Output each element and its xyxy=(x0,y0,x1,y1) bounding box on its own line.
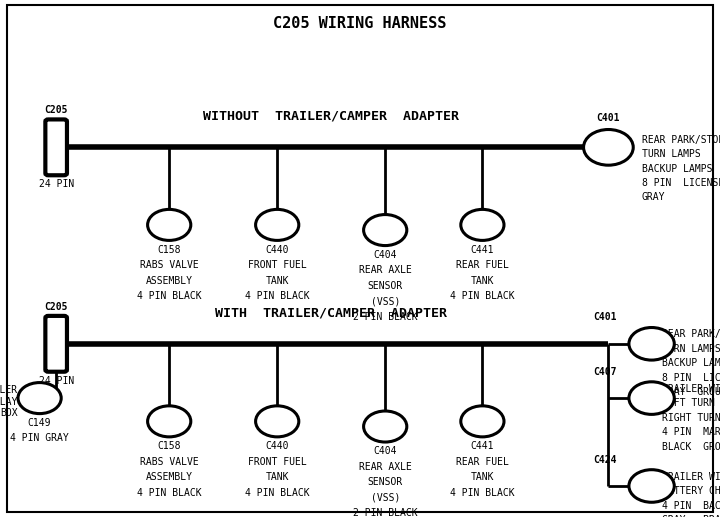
Text: REAR PARK/STOP: REAR PARK/STOP xyxy=(662,329,720,340)
Text: TURN LAMPS: TURN LAMPS xyxy=(642,149,701,159)
Text: (VSS): (VSS) xyxy=(371,493,400,503)
Text: C401: C401 xyxy=(593,312,616,323)
Circle shape xyxy=(461,406,504,437)
Text: C404: C404 xyxy=(374,250,397,260)
Text: 4 PIN BLACK: 4 PIN BLACK xyxy=(450,488,515,497)
Text: REAR AXLE: REAR AXLE xyxy=(359,265,412,275)
Text: C158: C158 xyxy=(158,441,181,451)
Text: LEFT TURN: LEFT TURN xyxy=(662,398,715,408)
Text: C441: C441 xyxy=(471,441,494,451)
Circle shape xyxy=(148,406,191,437)
Text: ASSEMBLY: ASSEMBLY xyxy=(145,276,193,285)
Circle shape xyxy=(629,469,674,503)
Text: BOX: BOX xyxy=(1,408,18,418)
Text: C205: C205 xyxy=(45,105,68,115)
Text: 4 PIN  MARKER: 4 PIN MARKER xyxy=(662,427,720,437)
Circle shape xyxy=(364,215,407,246)
Text: C158: C158 xyxy=(158,245,181,254)
Text: REAR FUEL: REAR FUEL xyxy=(456,260,509,270)
Text: C401: C401 xyxy=(597,113,620,124)
Circle shape xyxy=(461,209,504,240)
Text: 8 PIN  LICENSE LAMPS: 8 PIN LICENSE LAMPS xyxy=(642,178,720,188)
Text: 4 PIN  BACKUP: 4 PIN BACKUP xyxy=(662,500,720,511)
Text: C404: C404 xyxy=(374,446,397,456)
Text: BACKUP LAMPS: BACKUP LAMPS xyxy=(662,358,720,369)
Text: TANK: TANK xyxy=(266,276,289,285)
Text: 4 PIN BLACK: 4 PIN BLACK xyxy=(137,291,202,301)
Text: C440: C440 xyxy=(266,245,289,254)
Text: 4 PIN BLACK: 4 PIN BLACK xyxy=(245,291,310,301)
Text: RABS VALVE: RABS VALVE xyxy=(140,457,199,466)
Text: 2 PIN BLACK: 2 PIN BLACK xyxy=(353,312,418,322)
Circle shape xyxy=(583,130,634,165)
Text: 24 PIN: 24 PIN xyxy=(39,376,73,386)
Text: 24 PIN: 24 PIN xyxy=(39,179,73,189)
Text: TANK: TANK xyxy=(471,276,494,285)
Circle shape xyxy=(148,209,191,240)
Text: C440: C440 xyxy=(266,441,289,451)
Text: (VSS): (VSS) xyxy=(371,296,400,306)
Circle shape xyxy=(364,411,407,442)
Text: 4 PIN BLACK: 4 PIN BLACK xyxy=(245,488,310,497)
Text: C205 WIRING HARNESS: C205 WIRING HARNESS xyxy=(274,16,446,31)
Text: C441: C441 xyxy=(471,245,494,254)
Text: TRAILER WIRES: TRAILER WIRES xyxy=(662,472,720,482)
Text: FRONT FUEL: FRONT FUEL xyxy=(248,457,307,466)
Text: C205: C205 xyxy=(45,302,68,312)
Text: RIGHT TURN: RIGHT TURN xyxy=(662,413,720,423)
Text: GRAY: GRAY xyxy=(642,192,665,203)
Text: FRONT FUEL: FRONT FUEL xyxy=(248,260,307,270)
Text: BACKUP LAMPS: BACKUP LAMPS xyxy=(642,163,712,174)
Text: 4 PIN BLACK: 4 PIN BLACK xyxy=(137,488,202,497)
Text: TRAILER WIRES: TRAILER WIRES xyxy=(662,384,720,394)
Text: RELAY: RELAY xyxy=(0,397,18,407)
Text: 8 PIN  LICENSE LAMPS: 8 PIN LICENSE LAMPS xyxy=(662,373,720,383)
Text: SENSOR: SENSOR xyxy=(368,281,402,291)
Text: TURN LAMPS: TURN LAMPS xyxy=(662,344,720,354)
Text: WITHOUT  TRAILER/CAMPER  ADAPTER: WITHOUT TRAILER/CAMPER ADAPTER xyxy=(203,110,459,123)
Text: GRAY   BRAKES: GRAY BRAKES xyxy=(662,515,720,517)
Circle shape xyxy=(256,406,299,437)
Text: 4 PIN BLACK: 4 PIN BLACK xyxy=(450,291,515,301)
Circle shape xyxy=(629,382,674,415)
FancyBboxPatch shape xyxy=(45,316,67,372)
Text: WITH  TRAILER/CAMPER  ADAPTER: WITH TRAILER/CAMPER ADAPTER xyxy=(215,306,447,320)
Text: REAR PARK/STOP: REAR PARK/STOP xyxy=(642,134,720,145)
Text: BATTERY CHARGE: BATTERY CHARGE xyxy=(662,486,720,496)
Text: BLACK  GROUND: BLACK GROUND xyxy=(662,442,720,452)
Text: GRAY  GROUND: GRAY GROUND xyxy=(662,387,720,398)
Circle shape xyxy=(18,383,61,414)
Circle shape xyxy=(256,209,299,240)
Text: REAR AXLE: REAR AXLE xyxy=(359,462,412,472)
Circle shape xyxy=(629,328,674,360)
Text: TRAILER: TRAILER xyxy=(0,385,18,396)
Text: C424: C424 xyxy=(593,454,616,464)
Text: 4 PIN GRAY: 4 PIN GRAY xyxy=(10,433,69,443)
Text: RABS VALVE: RABS VALVE xyxy=(140,260,199,270)
Text: 2 PIN BLACK: 2 PIN BLACK xyxy=(353,508,418,517)
Text: C149: C149 xyxy=(28,418,51,428)
Text: REAR FUEL: REAR FUEL xyxy=(456,457,509,466)
Text: ASSEMBLY: ASSEMBLY xyxy=(145,472,193,482)
Text: C407: C407 xyxy=(593,367,616,376)
FancyBboxPatch shape xyxy=(45,119,67,175)
Text: SENSOR: SENSOR xyxy=(368,477,402,487)
Text: TANK: TANK xyxy=(266,472,289,482)
Text: TANK: TANK xyxy=(471,472,494,482)
